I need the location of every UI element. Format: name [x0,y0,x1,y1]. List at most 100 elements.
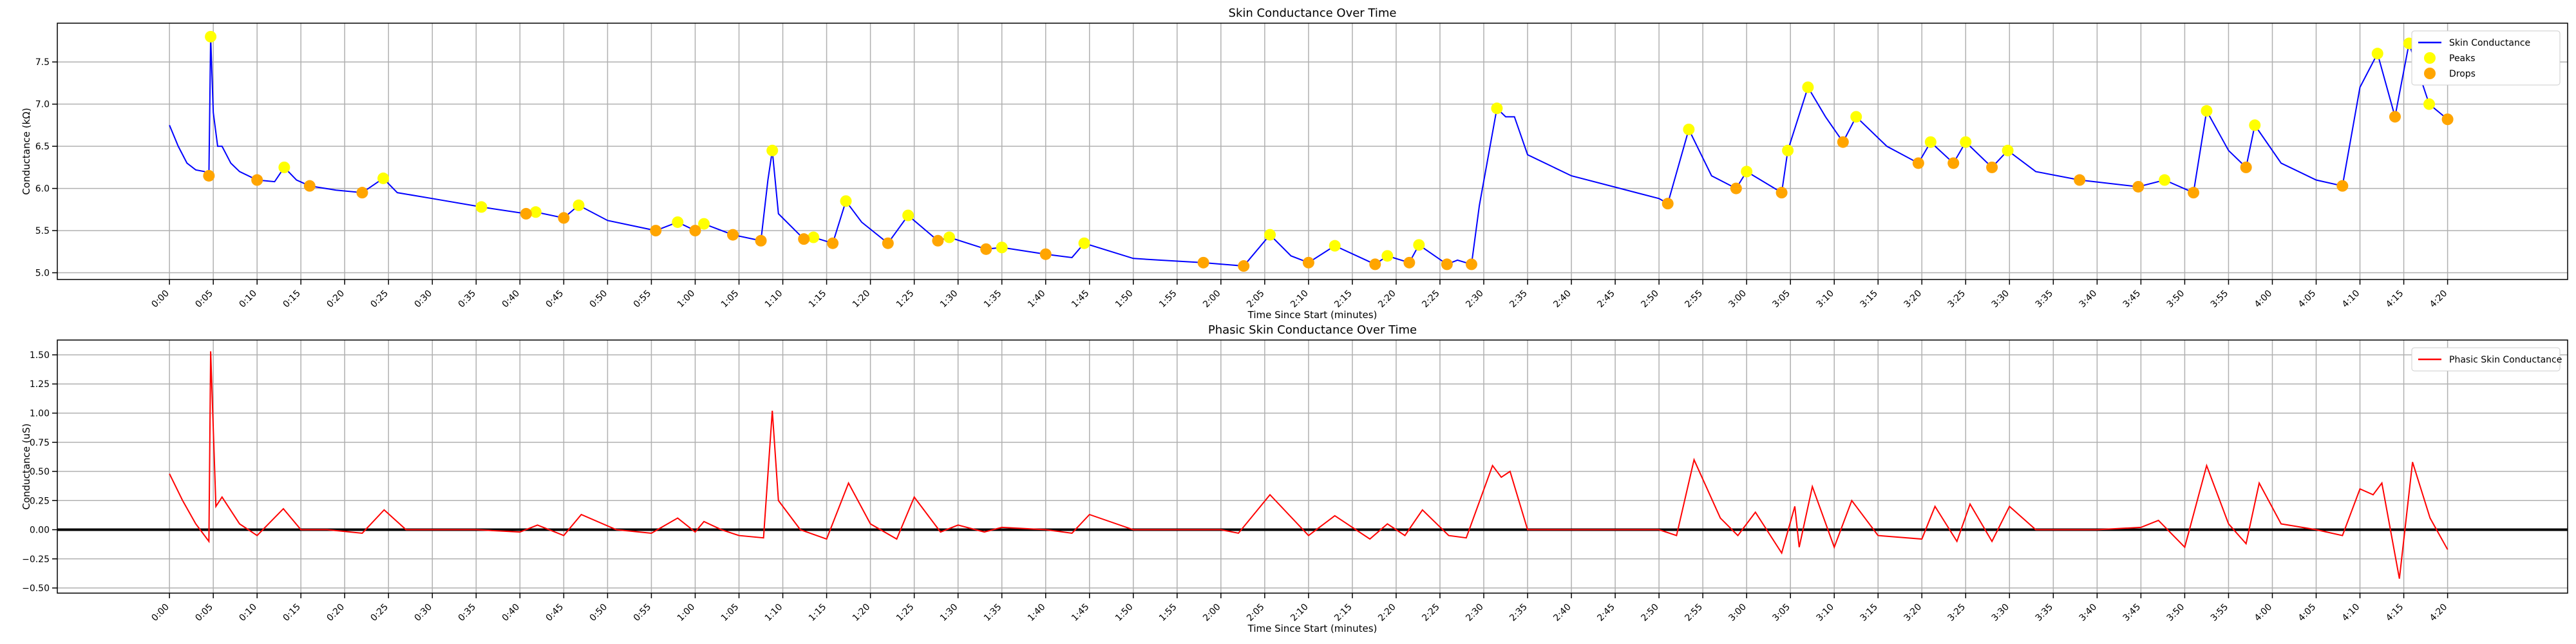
x-tick-label: 3:15 [1859,602,1880,624]
x-tick-label: 1:30 [938,289,960,310]
data-point [1924,136,1937,148]
x-tick-label: 0:25 [369,602,391,624]
y-tick-label: 1.50 [30,350,50,361]
x-tick-label: 0:30 [413,602,435,624]
x-tick-label: 3:45 [2121,289,2143,310]
plot-area [57,340,2568,593]
data-point [1986,161,1998,173]
x-tick-label: 2:50 [1639,289,1661,310]
x-tick-label: 3:10 [1814,602,1836,624]
data-point [251,174,263,186]
x-tick-label: 2:05 [1245,602,1267,624]
x-tick-label: 0:00 [149,602,171,624]
data-point [1683,123,1695,135]
data-point [755,234,767,247]
x-tick-label: 2:10 [1289,602,1311,624]
data-point [798,233,810,245]
x-tick-label: 2:55 [1683,289,1705,310]
x-axis-label: Time Since Start (minutes) [1247,623,1378,634]
x-tick-label: 0:10 [237,602,259,624]
data-point [303,180,316,192]
x-tick-label: 2:05 [1245,289,1267,310]
x-tick-label: 0:20 [325,602,347,624]
data-point [1776,187,1788,199]
data-point [356,187,368,199]
y-tick-label: 7.5 [35,57,50,68]
x-tick-label: 0:35 [457,289,478,310]
x-tick-label: 3:00 [1727,602,1748,624]
data-point [1741,166,1753,178]
data-point [529,206,542,218]
x-tick-label: 2:20 [1376,289,1398,310]
legend: Skin Conductance Peaks Drops [2411,30,2561,86]
y-tick-label: 0.50 [30,467,50,477]
y-axis-label: Conductance (kΩ) [21,108,32,194]
data-point [2240,161,2252,173]
data-point [2002,144,2014,156]
data-point [672,216,684,228]
x-tick-label: 1:10 [763,602,785,624]
data-point [1381,250,1394,262]
data-line [169,351,2448,579]
x-tick-label: 2:35 [1508,289,1530,310]
x-tick-label: 1:25 [895,289,916,310]
x-tick-label: 1:50 [1113,289,1135,310]
x-tick-label: 2:40 [1551,289,1573,310]
data-point [1912,157,1924,169]
data-point [2201,105,2213,117]
data-point [827,237,839,249]
data-point [475,201,488,213]
x-tick-label: 0:55 [632,289,654,310]
y-tick-label: −0.25 [22,554,50,565]
x-tick-label: 0:10 [237,289,259,310]
data-point [1850,111,1862,123]
x-tick-label: 0:00 [149,289,171,310]
x-tick-label: 2:30 [1464,289,1486,310]
x-tick-label: 2:25 [1420,602,1442,624]
data-point [943,231,956,243]
data-point [205,30,217,43]
y-tick-label: 6.0 [35,184,50,194]
x-tick-label: 0:15 [281,289,303,310]
data-point [2441,113,2454,126]
plot-frame [57,23,2568,280]
x-tick-label: 1:45 [1070,289,1092,310]
data-point [689,225,701,237]
plot-frame [57,339,2568,594]
x-tick-label: 4:10 [2340,602,2362,624]
x-tick-label: 1:30 [938,602,960,624]
x-tick-label: 4:05 [2297,289,2318,310]
data-point [766,144,779,156]
data-point [932,234,944,247]
data-point [203,169,215,182]
data-point [1302,256,1314,269]
data-point [1802,81,1814,93]
data-point [2371,48,2383,60]
x-tick-label: 3:55 [2209,289,2231,310]
data-point [2249,119,2261,131]
data-point [1662,198,1674,210]
data-point [2188,187,2200,199]
data-point [2132,180,2145,193]
x-tick-label: 2:25 [1420,289,1442,310]
x-tick-label: 1:25 [895,602,916,624]
chart-title: Skin Conductance Over Time [1229,6,1397,20]
x-tick-label: 1:20 [851,602,873,624]
x-tick-label: 3:05 [1770,289,1792,310]
data-point [2159,174,2171,186]
data-point [1264,229,1276,241]
x-tick-label: 2:00 [1201,602,1223,624]
x-tick-label: 4:00 [2253,602,2275,624]
chart-title: Phasic Skin Conductance Over Time [1208,323,1417,337]
legend-marker [2424,52,2436,64]
data-point [1491,102,1503,115]
legend-label: Skin Conductance [2449,38,2530,48]
legend: Phasic Skin Conductance [2411,347,2562,372]
data-point [1078,237,1090,249]
y-tick-label: −0.50 [22,583,50,594]
x-tick-label: 3:50 [2165,289,2187,310]
x-tick-label: 4:20 [2428,289,2450,310]
x-tick-label: 3:35 [2034,289,2056,310]
